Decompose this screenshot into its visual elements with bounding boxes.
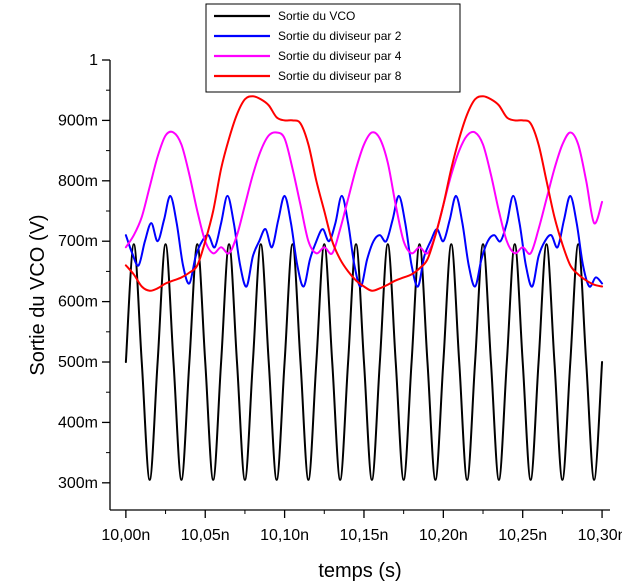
y-tick-label: 300m [58, 475, 98, 492]
chart-axes: 300m 400m 500m 600m 700m 800m 900m 1 10,00n 10,05… [27, 52, 622, 582]
y-tick-label: 1 [89, 52, 98, 69]
legend-label-3: Sortie du diviseur par 4 [278, 49, 402, 63]
series-line-3 [124, 130, 604, 255]
x-tick-label: 10,05n [181, 527, 230, 544]
y-tick-label: 600m [58, 294, 98, 311]
x-tick-label: 10,25n [498, 527, 547, 544]
series-line-1 [124, 243, 604, 481]
x-tick-label: 10,15n [339, 527, 388, 544]
x-tick-label: 10,30n [578, 527, 622, 544]
legend-label-2: Sortie du diviseur par 2 [278, 29, 402, 43]
y-axis-title: Sortie du VCO (V) [27, 214, 49, 375]
y-tick-label: 700m [58, 233, 98, 250]
legend-box [205, 3, 461, 93]
x-tick-label: 10,10n [260, 527, 309, 544]
legend-label-1: Sortie du VCO [278, 9, 355, 23]
x-axis-title: temps (s) [318, 560, 401, 582]
y-tick-label: 900m [58, 112, 98, 129]
legend-label-4: Sortie du diviseur par 8 [278, 69, 402, 83]
x-tick-label: 10,20n [419, 527, 468, 544]
y-tick-label: 400m [58, 414, 98, 431]
series-line-4 [124, 95, 604, 292]
y-tick-label: 500m [58, 354, 98, 371]
series-line-2 [124, 194, 604, 288]
plot-area [124, 95, 604, 481]
y-tick-label: 800m [58, 173, 98, 190]
x-tick-label: 10,00n [101, 527, 150, 544]
legend: Sortie du VCO Sortie du diviseur par 2 Sor… [205, 3, 461, 93]
